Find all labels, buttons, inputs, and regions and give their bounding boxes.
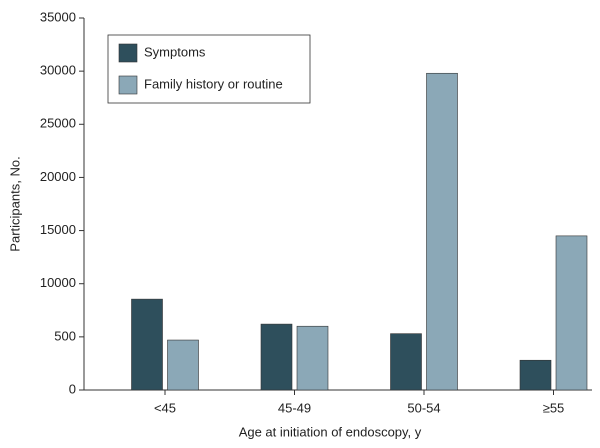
x-tick-label: 45-49 [278,400,311,415]
bar [390,333,422,391]
y-axis-title: Participants, No. [7,156,22,251]
bar [167,339,199,391]
bar [131,298,163,391]
x-tick-label: 50-54 [407,400,440,415]
bar [555,235,588,391]
legend-label: Family history or routine [144,76,283,91]
y-tick-label: 500 [54,328,76,343]
x-axis-title: Age at initiation of endoscopy, y [239,424,422,439]
bar [426,72,458,391]
y-tick-label: 15000 [40,222,76,237]
x-tick-label: ≥55 [543,400,565,415]
bar [519,359,552,391]
legend-swatch [118,43,138,63]
y-tick-label: 35000 [40,9,76,24]
bar [260,323,293,391]
y-tick-label: 30000 [40,63,76,78]
legend-label: Symptoms [144,44,206,59]
x-tick-label: <45 [154,400,176,415]
y-tick-label: 0 [69,381,76,396]
y-tick-label: 25000 [40,116,76,131]
legend-swatch [118,75,138,95]
y-tick-label: 20000 [40,169,76,184]
bar [296,325,329,391]
legend-box [107,34,311,104]
y-tick-label: 10000 [40,275,76,290]
